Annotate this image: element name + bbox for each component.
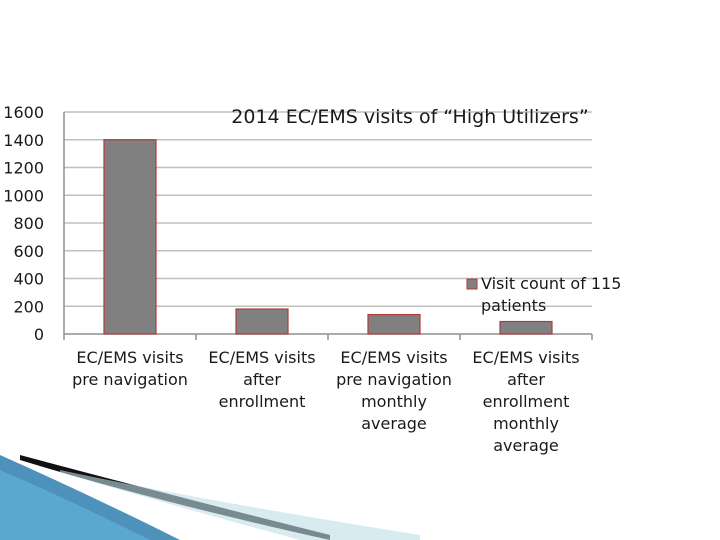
y-tick-200: 200 bbox=[13, 297, 44, 316]
bar-1 bbox=[103, 139, 157, 335]
chart-title: 2014 EC/EMS visits of “High Utilizers” bbox=[231, 106, 588, 128]
category-label-line: monthly bbox=[361, 392, 427, 411]
y-tick-1400: 1400 bbox=[3, 131, 44, 150]
category-label-line: average bbox=[361, 414, 427, 433]
y-tick-1600: 1600 bbox=[3, 103, 44, 122]
category-label-line: pre navigation bbox=[336, 370, 452, 389]
category-label-line: enrollment bbox=[483, 392, 570, 411]
y-tick-800: 800 bbox=[13, 214, 44, 233]
decorative-swoosh bbox=[0, 455, 420, 540]
y-tick-1200: 1200 bbox=[3, 159, 44, 178]
category-label-line: EC/EMS visits bbox=[472, 348, 579, 367]
category-label-line: EC/EMS visits bbox=[208, 348, 315, 367]
y-tick-400: 400 bbox=[13, 270, 44, 289]
y-tick-labels: 0 200 400 600 800 1000 1200 1400 1600 bbox=[3, 103, 44, 344]
category-label-2: EC/EMS visits after enrollment bbox=[208, 348, 315, 411]
category-label-line: EC/EMS visits bbox=[76, 348, 183, 367]
legend-swatch bbox=[466, 278, 478, 290]
category-label-line: after bbox=[507, 370, 545, 389]
category-label-3: EC/EMS visits pre navigation monthly averag… bbox=[336, 348, 452, 433]
bar-4 bbox=[499, 320, 553, 335]
y-tick-1000: 1000 bbox=[3, 186, 44, 205]
bar-2 bbox=[235, 308, 289, 335]
bars bbox=[103, 139, 553, 335]
y-tick-600: 600 bbox=[13, 242, 44, 261]
bar-3 bbox=[367, 313, 421, 335]
category-label-line: after bbox=[243, 370, 281, 389]
category-label-line: average bbox=[493, 436, 559, 455]
category-label-1: EC/EMS visits pre navigation bbox=[72, 348, 188, 389]
category-label-line: EC/EMS visits bbox=[340, 348, 447, 367]
y-tick-0: 0 bbox=[34, 325, 44, 344]
legend: Visit count of 115 patients bbox=[466, 274, 621, 315]
category-label-line: enrollment bbox=[219, 392, 306, 411]
category-label-4: EC/EMS visits after enrollment monthly avera… bbox=[472, 348, 579, 455]
category-label-line: monthly bbox=[493, 414, 559, 433]
legend-label: Visit count of 115 patients bbox=[481, 274, 621, 315]
category-label-line: pre navigation bbox=[72, 370, 188, 389]
